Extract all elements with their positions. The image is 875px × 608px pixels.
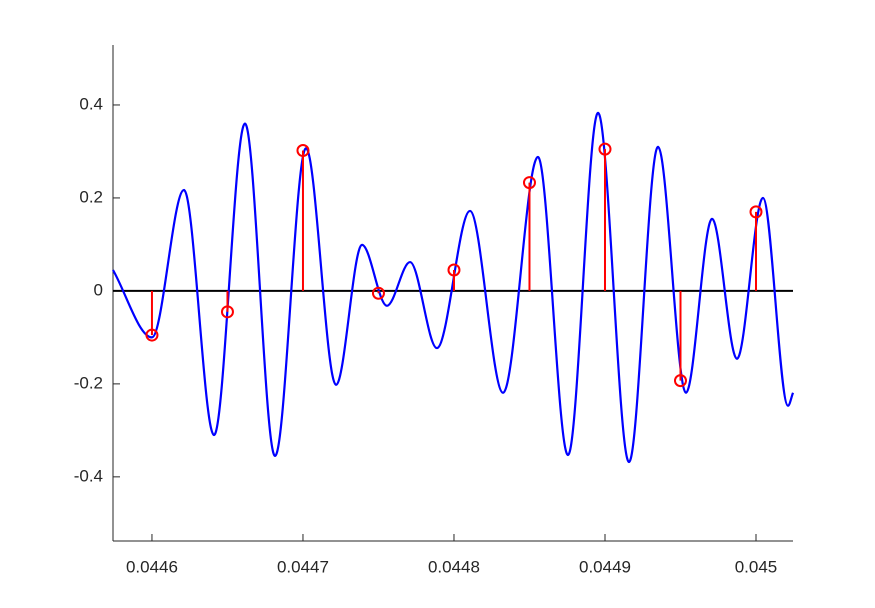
y-tick-label: 0 (94, 280, 103, 299)
stem-marker (145, 328, 159, 342)
x-tick-label: 0.0449 (579, 557, 631, 576)
stem-marker (598, 142, 612, 156)
y-tick-label: -0.2 (74, 373, 103, 392)
x-tick-label: 0.0446 (126, 557, 178, 576)
stem-marker (673, 374, 687, 388)
stem-marker (371, 286, 385, 300)
stem-marker (522, 176, 536, 190)
stem-marker (296, 144, 310, 158)
x-tick-label: 0.045 (735, 557, 778, 576)
x-tick-label: 0.0448 (428, 557, 480, 576)
y-tick-label: 0.2 (79, 187, 103, 206)
signal-line (112, 111, 795, 464)
stem-marker (220, 305, 234, 319)
stem-marker (749, 205, 763, 219)
y-tick-label: 0.4 (79, 94, 103, 113)
stem-marker (447, 263, 461, 277)
y-tick-label: -0.4 (74, 466, 103, 485)
x-tick-label: 0.0447 (277, 557, 329, 576)
